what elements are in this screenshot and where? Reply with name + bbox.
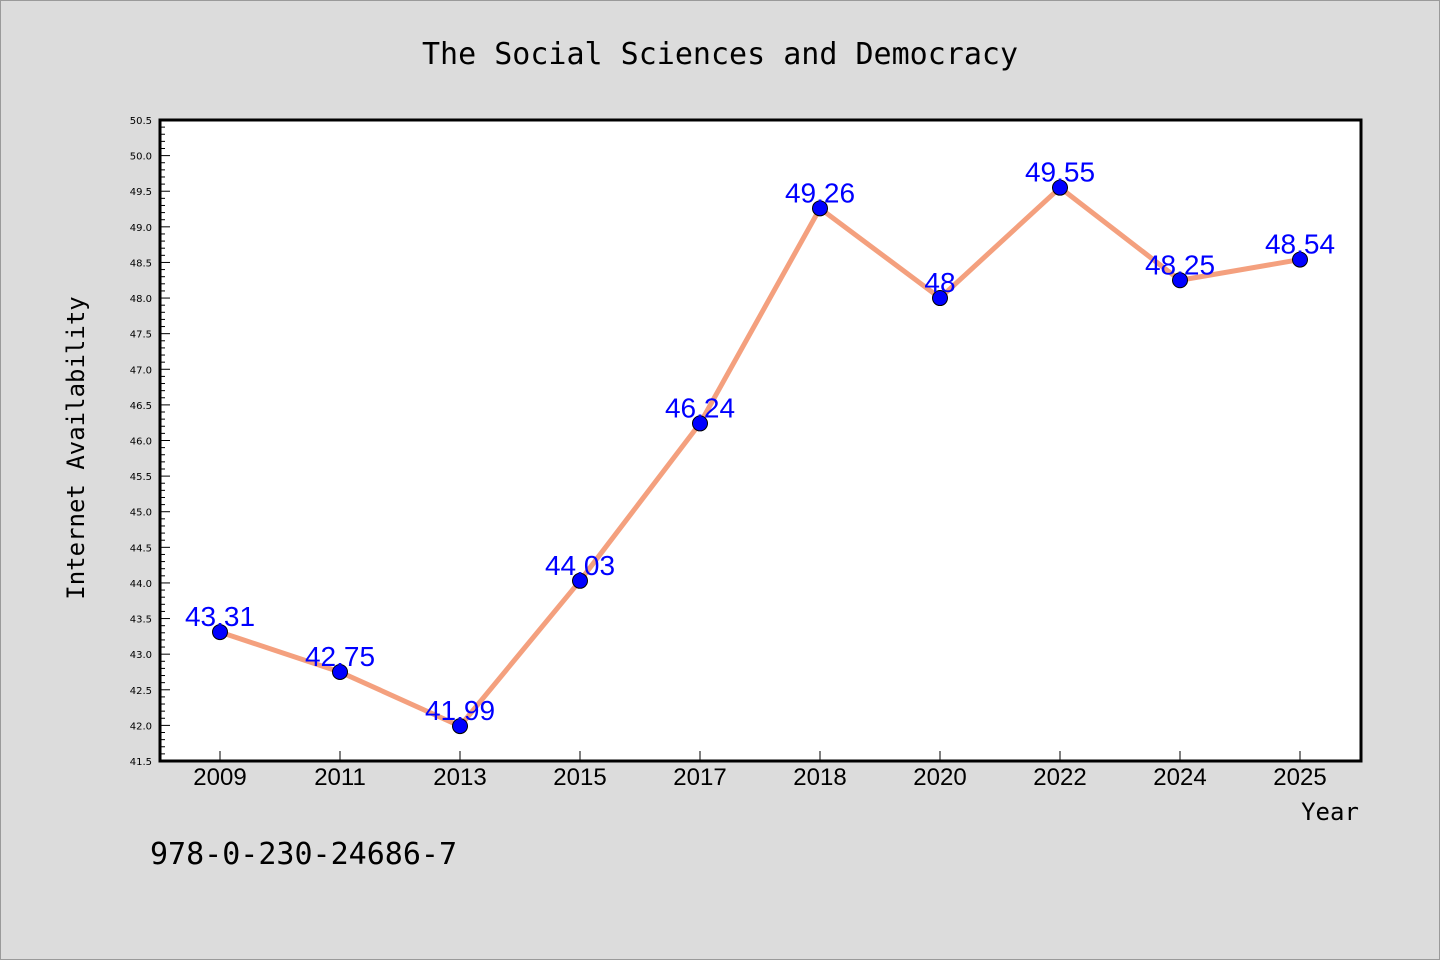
data-label: 43.31: [185, 601, 255, 632]
x-axis: 2009 2011 2013 2015 2017 2018 2020 2022 2024 2025: [193, 751, 1327, 791]
y-tick-label: 42.5: [130, 686, 152, 697]
isbn-annotation: 978-0-230-24686-7: [150, 837, 457, 872]
y-tick-label: 44.5: [130, 543, 152, 554]
x-axis-label: Year: [1301, 798, 1359, 826]
y-tick-label: 46.5: [130, 401, 152, 412]
plot-area: [158, 118, 1363, 763]
y-tick-label: 43.0: [130, 650, 152, 661]
y-tick-label: 48.0: [130, 294, 152, 305]
y-tick-label: 50.5: [130, 116, 152, 127]
data-point: [212, 624, 228, 641]
data-point: [932, 290, 948, 307]
data-label: 49.26: [785, 177, 855, 208]
data-point: [572, 572, 588, 589]
data-label: 48.54: [1265, 229, 1335, 260]
data-label: 48: [924, 267, 955, 298]
series-line-group: 43.31 42.75 41.99 44.03 46.24 49.26 48 49.55 48.…: [185, 157, 1335, 735]
data-point: [332, 663, 348, 680]
y-tick-label: 48.5: [130, 258, 152, 269]
y-tick-label: 46.0: [130, 437, 152, 448]
data-label: 46.24: [665, 392, 735, 423]
data-point: [1292, 251, 1308, 268]
y-tick-label: 47.0: [130, 365, 152, 376]
data-label: 49.55: [1025, 157, 1095, 188]
y-tick-label: 43.5: [130, 615, 152, 626]
y-tick-label: 50.0: [130, 152, 152, 163]
series-line: [217, 185, 1303, 729]
data-point: [692, 415, 708, 432]
data-label: 42.75: [305, 641, 375, 672]
x-tick-label: 2015: [553, 764, 606, 791]
data-point: [1172, 272, 1188, 289]
x-tick-label: 2009: [193, 764, 246, 791]
x-tick-label: 2013: [433, 764, 486, 791]
y-tick-label: 49.5: [130, 187, 152, 198]
chart-title: The Social Sciences and Democracy: [422, 37, 1018, 72]
y-tick-label: 49.0: [130, 223, 152, 234]
data-label: 48.25: [1145, 249, 1215, 280]
data-point: [452, 718, 468, 735]
y-tick-label: 44.0: [130, 579, 152, 590]
x-tick-label: 2025: [1273, 764, 1326, 791]
data-label: 41.99: [425, 695, 495, 726]
data-point: [1052, 179, 1068, 196]
y-tick-label: 42.0: [130, 721, 152, 732]
data-label: 44.03: [545, 550, 615, 581]
y-tick-label: 45.0: [130, 508, 152, 519]
x-tick-label: 2011: [314, 764, 366, 791]
x-tick-label: 2024: [1153, 764, 1206, 791]
y-tick-label: 47.5: [130, 330, 152, 341]
data-point: [812, 200, 828, 217]
x-tick-label: 2022: [1033, 764, 1086, 791]
y-axis-label: Internet Availability: [62, 296, 90, 599]
y-tick-label: 41.5: [130, 757, 152, 768]
x-tick-label: 2020: [913, 764, 966, 791]
y-axis: 41.5 42.0 42.5 43.0 43.5 44.0 44.5 45.0 45.5 46.0…: [130, 116, 170, 768]
y-tick-label: 45.5: [130, 472, 152, 483]
x-tick-label: 2018: [793, 764, 846, 791]
x-tick-label: 2017: [673, 764, 726, 791]
